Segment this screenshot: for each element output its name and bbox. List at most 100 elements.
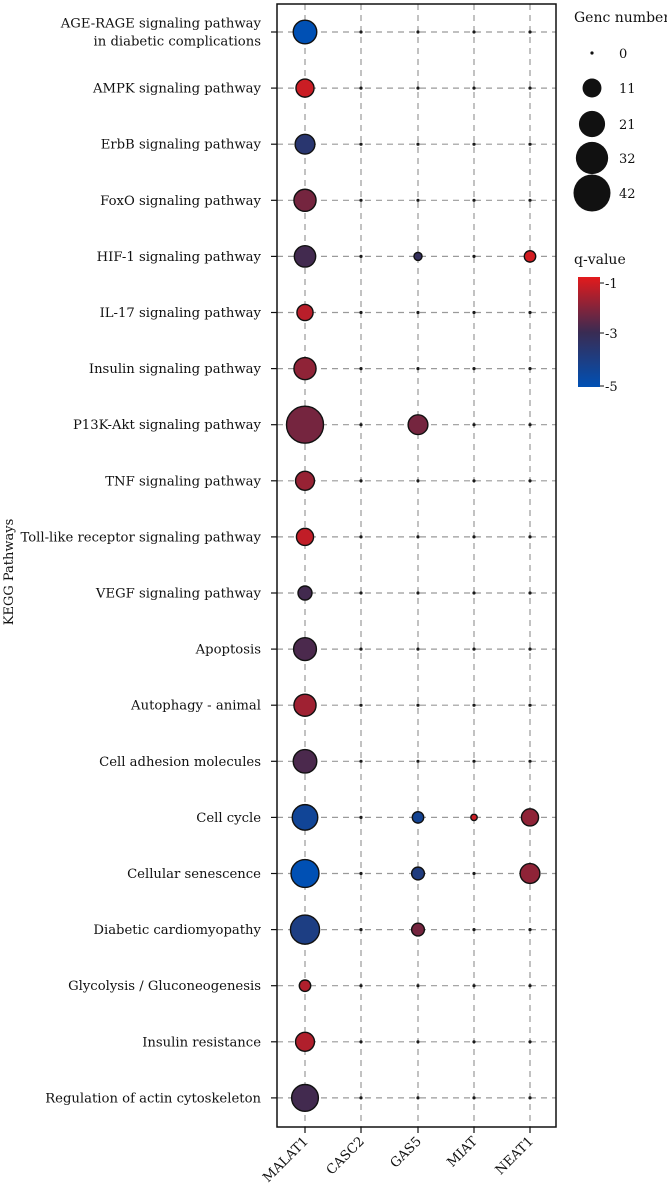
bubble-point (294, 1031, 316, 1052)
bubble-point (413, 251, 423, 262)
size-legend-label: 11 (619, 82, 636, 97)
bubble-point (528, 1040, 532, 1044)
y-tick-label: Insulin signaling pathway (89, 362, 262, 377)
bubble-point (411, 810, 425, 824)
bubble-point (293, 356, 317, 381)
bubble-point (359, 928, 363, 932)
color-legend-title: q-value (574, 252, 626, 268)
bubble-point (359, 1040, 363, 1044)
bubble-point (528, 535, 532, 539)
bubble-point (359, 591, 363, 595)
bubble-point (528, 310, 532, 315)
bubble-point (292, 19, 318, 45)
bubble-point (292, 636, 318, 662)
bubble-point (359, 254, 363, 258)
bubble-point (519, 862, 541, 885)
bubble-point (416, 86, 420, 90)
color-legend-label: -3 (605, 327, 618, 342)
bubble-point (290, 858, 320, 889)
bubble-point (416, 142, 420, 146)
bubble-point (472, 703, 476, 707)
bubble-point (472, 1096, 476, 1100)
bubble-point (472, 310, 476, 315)
size-legend-label: 32 (619, 152, 636, 167)
bubble-point (528, 759, 532, 763)
color-legend-bar (578, 277, 600, 387)
bubble-point (416, 479, 420, 483)
bubble-point (359, 871, 363, 876)
bubble-point (472, 479, 476, 483)
y-tick-label: Autophagy - animal (130, 699, 261, 714)
color-legend-label: -5 (605, 380, 618, 395)
bubble-point (359, 759, 363, 763)
bubble-point (359, 30, 363, 34)
size-legend-label: 0 (619, 47, 627, 62)
y-tick-label: AMPK signaling pathway (92, 82, 262, 97)
bubble-point (472, 984, 476, 988)
size-legend-dot (573, 174, 611, 212)
bubble-point (359, 142, 363, 146)
bubble-point (410, 922, 426, 937)
x-tick-label: CASC2 (324, 1134, 368, 1178)
bubble-point (296, 303, 314, 322)
bubble-marks (285, 19, 541, 1112)
bubble-point (528, 984, 532, 988)
bubble-point (416, 1040, 420, 1044)
bubble-point (416, 759, 420, 763)
bubble-point (407, 414, 429, 436)
bubble-point (528, 479, 532, 483)
bubble-point (472, 1040, 476, 1044)
bubble-point (520, 808, 540, 827)
x-tick-label: MIAT (445, 1134, 481, 1170)
bubble-point (292, 748, 318, 774)
bubble-point (295, 78, 315, 98)
bubble-point (416, 647, 420, 651)
size-legend-dot (575, 141, 609, 175)
y-tick-label: TNF signaling pathway (105, 474, 261, 489)
bubble-point (297, 585, 313, 601)
y-tick-label: Cell cycle (196, 811, 261, 826)
bubble-point (359, 423, 363, 427)
bubble-point (290, 1083, 320, 1112)
bubble-point (416, 30, 420, 34)
bubble-point (416, 984, 420, 988)
bubble-point (359, 198, 363, 202)
bubble-point (472, 759, 476, 763)
bubble-point (359, 703, 363, 707)
x-tick-label: NEAT1 (493, 1134, 537, 1178)
bubble-point (295, 527, 315, 547)
color-legend: q-value -1 -3 -5 (574, 252, 626, 395)
bubble-point (291, 803, 319, 831)
size-legend-title: Genc number (574, 10, 667, 26)
plot-frame (276, 3, 557, 1128)
size-legend-dot (590, 51, 594, 55)
bubble-point (293, 693, 317, 717)
bubble-point (293, 245, 317, 268)
bubble-point (359, 815, 363, 820)
bubble-point (359, 1096, 363, 1100)
y-tick-label: ErbB signaling pathway (101, 138, 262, 153)
bubble-point (528, 1096, 532, 1100)
y-tick-label: AGE-RAGE signaling pathway in diabetic co… (60, 17, 262, 50)
bubble-point (298, 979, 312, 993)
bubble-point (410, 866, 426, 881)
y-tick-label: Regulation of actin cytoskeleton (45, 1091, 261, 1106)
y-tick-label: Diabetic cardiomyopathy (93, 923, 261, 938)
bubble-point (528, 198, 532, 202)
y-tick-labels: AGE-RAGE signaling pathway in diabetic co… (20, 17, 261, 1107)
x-tick-labels: MALAT1 CASC2 GAS5 MIAT NEAT1 (260, 1134, 536, 1186)
bubble-point (528, 30, 532, 34)
bubble-point (528, 86, 532, 90)
bubble-point (528, 591, 532, 595)
bubble-point (472, 928, 476, 932)
x-tick-label: GAS5 (388, 1134, 425, 1171)
bubble-point (294, 133, 316, 155)
bubble-point (528, 647, 532, 651)
y-tick-label: P13K-Akt signaling pathway (73, 418, 262, 433)
bubble-point (285, 405, 325, 444)
bubble-point (359, 647, 363, 651)
bubble-point (416, 367, 420, 371)
bubble-point (359, 367, 363, 371)
bubble-point (472, 198, 476, 202)
size-legend-label: 21 (619, 118, 636, 133)
